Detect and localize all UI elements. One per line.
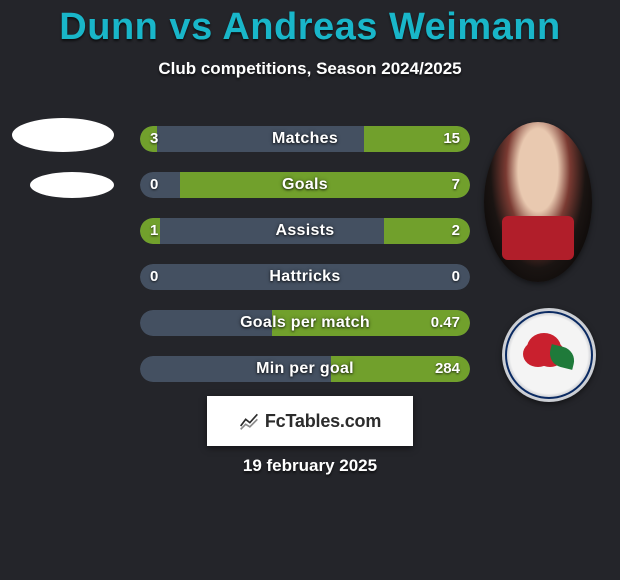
player-photo-right: [484, 122, 592, 282]
bar-label: Assists: [140, 218, 470, 244]
chart-icon: [239, 411, 259, 431]
page-title: Dunn vs Andreas Weimann: [0, 0, 620, 49]
crest-inner: [519, 329, 579, 381]
bar-label: Goals: [140, 172, 470, 198]
stat-row: 284Min per goal: [140, 356, 470, 382]
stat-row: 12Assists: [140, 218, 470, 244]
stat-row: 315Matches: [140, 126, 470, 152]
left-player-placeholder: [12, 118, 122, 212]
stat-bars: 315Matches 07Goals 12Assists 00Hattricks 0.4…: [140, 126, 470, 402]
stat-row: 0.47Goals per match: [140, 310, 470, 336]
bar-label: Min per goal: [140, 356, 470, 382]
stat-row: 00Hattricks: [140, 264, 470, 290]
watermark-text: FcTables.com: [265, 411, 381, 432]
watermark-badge: FcTables.com: [207, 396, 413, 446]
stat-row: 07Goals: [140, 172, 470, 198]
club-crest-right: [502, 308, 596, 402]
crest-leaf: [547, 344, 577, 370]
subtitle: Club competitions, Season 2024/2025: [0, 59, 620, 79]
bar-label: Hattricks: [140, 264, 470, 290]
date-text: 19 february 2025: [0, 456, 620, 476]
bar-label: Goals per match: [140, 310, 470, 336]
ellipse-1: [12, 118, 114, 152]
bar-label: Matches: [140, 126, 470, 152]
ellipse-2: [30, 172, 114, 198]
